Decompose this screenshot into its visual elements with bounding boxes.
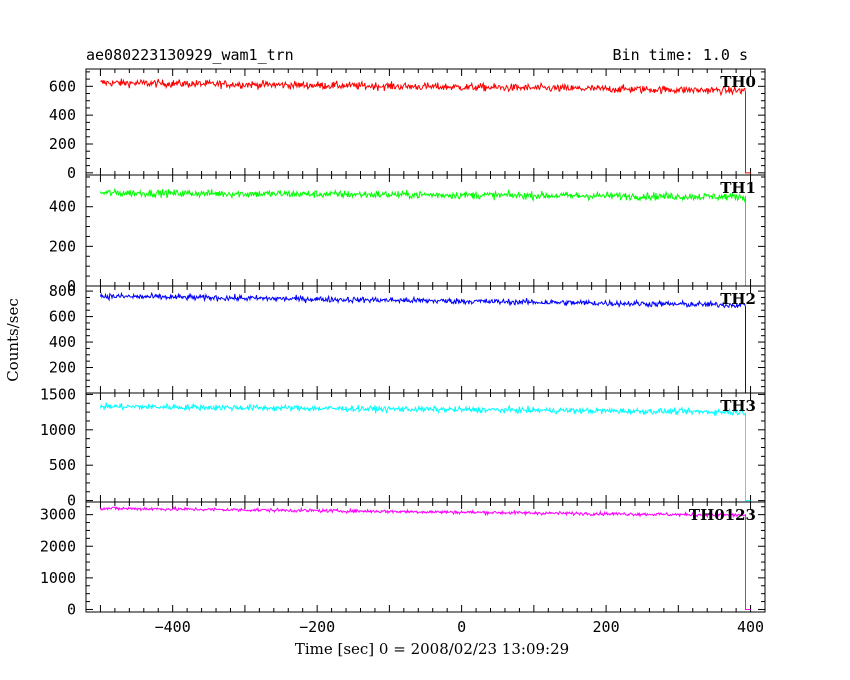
series-label-th0123: TH0123 xyxy=(689,506,756,524)
y-tick-label-th0123: 0 xyxy=(67,600,76,618)
bin-time-label: Bin time: 1.0 s xyxy=(613,46,748,64)
series-line-th0 xyxy=(100,78,751,174)
y-tick-label-th3: 1000 xyxy=(40,421,76,439)
series-label-th3: TH3 xyxy=(720,397,756,415)
series-line-th2 xyxy=(99,291,751,394)
panel-frame-th0123 xyxy=(85,501,766,613)
y-tick-label-th3: 1500 xyxy=(40,385,76,403)
y-tick-label-th1: 0 xyxy=(67,277,76,295)
series-line-th0123 xyxy=(99,505,751,610)
series-label-th1: TH1 xyxy=(720,179,756,197)
y-tick-label-th3: 0 xyxy=(67,492,76,510)
x-tick-label: 400 xyxy=(737,618,764,636)
x-tick-label: 0 xyxy=(457,618,466,636)
y-tick-label-th2: 600 xyxy=(49,308,76,326)
panel-frame-th2 xyxy=(85,285,766,394)
y-tick-label-th0123: 2000 xyxy=(40,537,76,555)
y-tick-label-th0: 200 xyxy=(49,135,76,153)
y-tick-label-th1: 400 xyxy=(49,198,76,216)
series-line-th1 xyxy=(99,188,751,287)
series-label-th0: TH0 xyxy=(720,73,756,91)
y-tick-label-th0: 600 xyxy=(49,77,76,95)
y-tick-label-th2: 200 xyxy=(49,359,76,377)
chart-title: ae080223130929_wam1_trn xyxy=(86,46,294,64)
panels: 0 200 400 600 TH0 0 200 400 TH1 200 400 600 800 TH2 0 5… xyxy=(40,68,766,636)
y-tick-label-th2: 800 xyxy=(49,282,76,300)
x-tick-label: 200 xyxy=(593,618,620,636)
y-tick-label-th0: 400 xyxy=(49,106,76,124)
x-tick-label: −200 xyxy=(299,618,335,636)
y-tick-label-th0: 0 xyxy=(67,164,76,182)
series-line-th3 xyxy=(99,402,751,502)
x-axis-label: Time [sec] 0 = 2008/02/23 13:09:29 xyxy=(295,640,569,658)
y-tick-label-th0123: 1000 xyxy=(40,569,76,587)
y-axis-label: Counts/sec xyxy=(4,298,22,382)
series-label-th2: TH2 xyxy=(720,290,756,308)
y-tick-label-th1: 200 xyxy=(49,237,76,255)
y-tick-label-th0123: 3000 xyxy=(40,506,76,524)
y-tick-label-th3: 500 xyxy=(49,456,76,474)
y-tick-label-th2: 400 xyxy=(49,333,76,351)
x-tick-label: −400 xyxy=(155,618,191,636)
